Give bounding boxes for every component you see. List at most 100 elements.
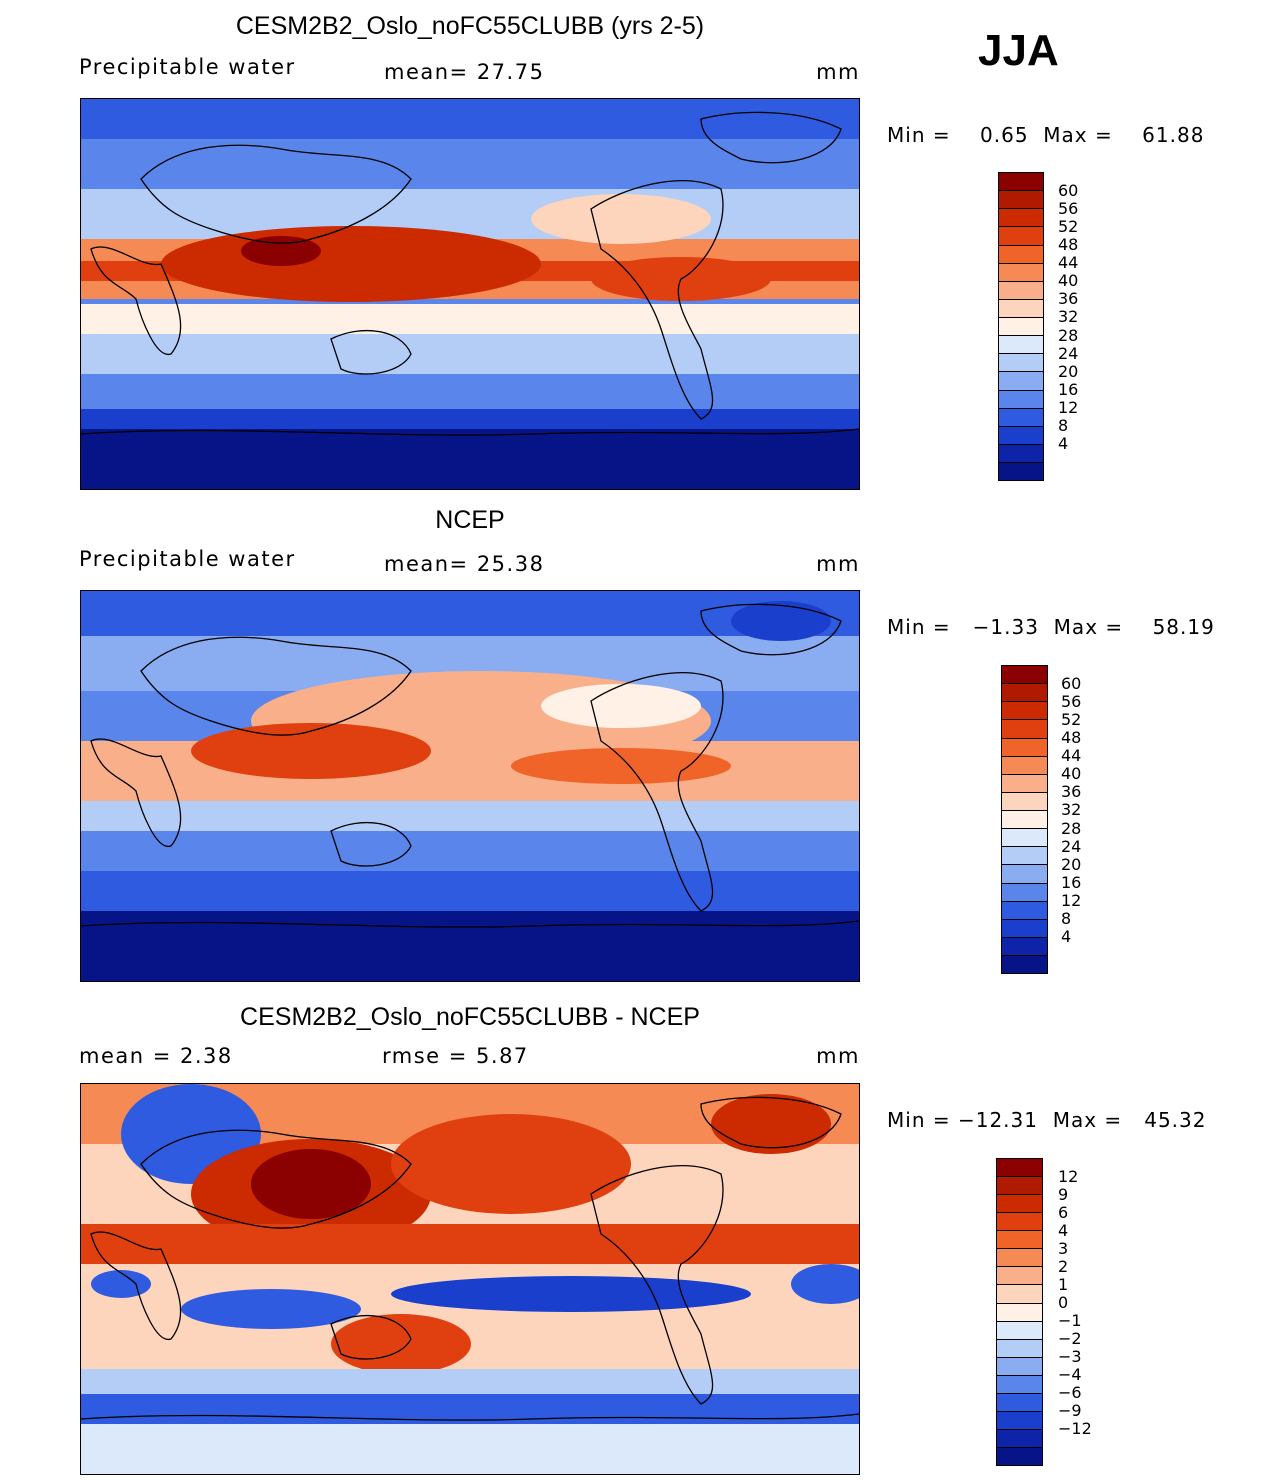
colorbar-tick-label: 32	[1061, 800, 1082, 820]
colorbar-swatch	[1002, 810, 1047, 829]
colorbar-swatch	[999, 244, 1043, 263]
colorbar-tick-label: 0	[1058, 1293, 1069, 1312]
colorbar-swatch	[1002, 755, 1047, 774]
colorbar-tick-label: 52	[1061, 710, 1082, 730]
colorbar-swatch	[1002, 791, 1047, 810]
colorbar-swatch	[997, 1194, 1042, 1213]
season-label: JJA	[978, 26, 1059, 75]
panel3-rmse: rmse = 5.87	[382, 1044, 529, 1068]
colorbar-tick-label: 4	[1061, 926, 1072, 946]
colorbar-tick-label: −9	[1058, 1401, 1082, 1420]
colorbar-tick-label: 24	[1061, 836, 1082, 856]
colorbar-tick-label: 44	[1058, 253, 1079, 273]
colorbar-tick-label: 40	[1058, 271, 1079, 291]
colorbar-swatch	[1002, 900, 1047, 919]
colorbar-swatch	[999, 443, 1043, 462]
colorbar-swatch	[999, 389, 1043, 408]
colorbar-swatch	[1002, 666, 1047, 684]
panel3-colorbar-labels: 12 9 6 4 3 2 1 0 −1 −2 −3 −4 −6 −9 −12	[1058, 1158, 1118, 1464]
colorbar-swatch	[1002, 737, 1047, 756]
colorbar-swatch	[999, 353, 1043, 372]
panel1-title: CESM2B2_Oslo_noFC55CLUBB (yrs 2-5)	[235, 12, 705, 40]
panel2-colorbar	[1001, 665, 1048, 974]
panel1-colorbar	[998, 172, 1044, 481]
panel3-title: CESM2B2_Oslo_noFC55CLUBB - NCEP	[240, 1003, 700, 1031]
colorbar-swatch	[1002, 828, 1047, 847]
colorbar-swatch	[997, 1374, 1042, 1393]
colorbar-tick-label: −4	[1058, 1365, 1082, 1384]
colorbar-swatch	[997, 1410, 1042, 1429]
colorbar-swatch	[997, 1176, 1042, 1195]
colorbar-tick-label: 4	[1058, 433, 1069, 453]
panel3-mean: mean = 2.38	[79, 1044, 233, 1068]
colorbar-swatch	[999, 371, 1043, 390]
colorbar-tick-label: −6	[1058, 1383, 1082, 1402]
panel2-units: mm	[816, 552, 860, 576]
colorbar-tick-label: 52	[1058, 217, 1079, 237]
colorbar-tick-label: 8	[1061, 908, 1072, 928]
colorbar-swatch	[999, 262, 1043, 281]
panel2-variable-label: Precipitable water	[79, 547, 296, 571]
colorbar-tick-label: 56	[1061, 692, 1082, 712]
panel2-colorbar-labels: 60 56 52 48 44 40 36 32 28 24 20 16 12 8 4	[1061, 665, 1121, 972]
colorbar-tick-label: 36	[1061, 782, 1082, 802]
colorbar-swatch	[997, 1447, 1042, 1466]
colorbar-swatch	[999, 425, 1043, 444]
colorbar-tick-label: −2	[1058, 1329, 1082, 1348]
colorbar-swatch	[997, 1230, 1042, 1249]
colorbar-tick-label: 44	[1061, 746, 1082, 766]
colorbar-tick-label: 16	[1061, 872, 1082, 892]
colorbar-swatch	[999, 407, 1043, 426]
colorbar-swatch	[999, 317, 1043, 336]
colorbar-tick-label: 40	[1061, 764, 1082, 784]
colorbar-tick-label: 12	[1058, 1167, 1079, 1186]
colorbar-tick-label: −1	[1058, 1311, 1082, 1330]
colorbar-tick-label: 4	[1058, 1221, 1069, 1240]
colorbar-swatch	[1002, 936, 1047, 955]
colorbar-swatch	[1002, 882, 1047, 901]
colorbar-swatch	[999, 208, 1043, 227]
panel2-minmax: Min = −1.33 Max = 58.19	[887, 615, 1215, 639]
panel3-minmax: Min = −12.31 Max = 45.32	[887, 1108, 1207, 1132]
colorbar-tick-label: 16	[1058, 379, 1079, 399]
colorbar-tick-label: 8	[1058, 415, 1069, 435]
colorbar-tick-label: −3	[1058, 1347, 1082, 1366]
colorbar-tick-label: 12	[1058, 397, 1079, 417]
panel1-map-field	[81, 99, 859, 489]
colorbar-tick-label: 24	[1058, 343, 1079, 363]
panel3-units: mm	[816, 1044, 860, 1068]
colorbar-swatch	[997, 1356, 1042, 1375]
panel3-colorbar	[996, 1158, 1043, 1466]
panel3-map	[80, 1083, 860, 1475]
colorbar-tick-label: 60	[1061, 674, 1082, 694]
colorbar-swatch	[997, 1320, 1042, 1339]
colorbar-tick-label: 56	[1058, 199, 1079, 219]
colorbar-tick-label: 60	[1058, 181, 1079, 201]
panel2-map	[80, 590, 860, 982]
panel1-mean: mean= 27.75	[384, 60, 545, 84]
colorbar-swatch	[999, 190, 1043, 209]
colorbar-swatch	[997, 1392, 1042, 1411]
panel1-minmax: Min = 0.65 Max = 61.88	[887, 123, 1205, 147]
colorbar-tick-label: 2	[1058, 1257, 1069, 1276]
panel3-map-field	[81, 1084, 859, 1474]
colorbar-tick-label: −12	[1058, 1419, 1092, 1438]
colorbar-tick-label: 32	[1058, 307, 1079, 327]
panel2-map-field	[81, 591, 859, 981]
colorbar-swatch	[1002, 719, 1047, 738]
colorbar-swatch	[997, 1428, 1042, 1447]
colorbar-tick-label: 36	[1058, 289, 1079, 309]
colorbar-swatch	[999, 226, 1043, 245]
colorbar-swatch	[997, 1338, 1042, 1357]
colorbar-swatch	[1002, 701, 1047, 720]
colorbar-swatch	[997, 1302, 1042, 1321]
colorbar-swatch	[997, 1266, 1042, 1285]
colorbar-swatch	[1002, 683, 1047, 702]
colorbar-tick-label: 20	[1061, 854, 1082, 874]
colorbar-swatch	[1002, 773, 1047, 792]
colorbar-tick-label: 12	[1061, 890, 1082, 910]
colorbar-swatch	[999, 298, 1043, 317]
colorbar-swatch	[1002, 846, 1047, 865]
panel2-mean: mean= 25.38	[384, 552, 545, 576]
panel1-variable-label: Precipitable water	[79, 55, 296, 79]
